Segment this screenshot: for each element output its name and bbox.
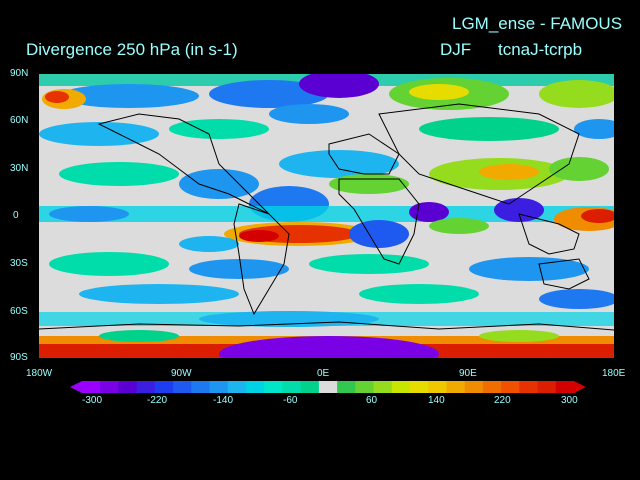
lon-label-90w: 90W	[171, 368, 192, 379]
lon-label-0e: 0E	[317, 368, 330, 379]
colorbar-cell	[519, 381, 539, 393]
colorbar-cell	[410, 381, 429, 393]
lat-label-60n: 60N	[10, 115, 29, 126]
colorbar-label: 300	[561, 395, 578, 406]
colorbar-extend-low	[70, 381, 82, 393]
title-season: DJF	[440, 40, 472, 59]
colorbar-cell	[391, 381, 411, 393]
lat-label-90s: 90S	[10, 352, 28, 363]
lat-label-30n: 30N	[10, 163, 29, 174]
lat-label-60s: 60S	[10, 306, 28, 317]
colorbar-cell	[355, 381, 375, 393]
colorbar	[70, 381, 586, 393]
colorbar-cell	[337, 381, 356, 393]
colorbar-label: -300	[82, 395, 103, 406]
colorbar-label: 140	[428, 395, 445, 406]
colorbar-extend-high	[574, 381, 586, 393]
lon-label-90e: 90E	[459, 368, 477, 379]
divergence-map	[39, 74, 614, 358]
colorbar-label: 60	[366, 395, 378, 406]
lat-label-0: 0	[13, 210, 19, 221]
lon-label-180e: 180E	[602, 368, 626, 379]
lat-label-90n: 90N	[10, 68, 29, 79]
colorbar-cell	[173, 381, 192, 393]
colorbar-cell	[246, 381, 265, 393]
colorbar-label: -60	[283, 395, 298, 406]
colorbar-cell	[154, 381, 174, 393]
colorbar-cell	[209, 381, 229, 393]
colorbar-cell	[282, 381, 302, 393]
colorbar-cell	[136, 381, 156, 393]
colorbar-cell	[118, 381, 138, 393]
colorbar-cell	[82, 381, 101, 393]
field-blobs	[39, 74, 614, 358]
colorbar-cell	[446, 381, 466, 393]
colorbar-cell	[100, 381, 119, 393]
colorbar-label: 220	[494, 395, 511, 406]
title-experiment-name: LGM_ense - FAMOUS	[452, 14, 623, 33]
colorbar-cell	[482, 381, 502, 393]
colorbar-cell	[464, 381, 484, 393]
colorbar-cell	[537, 381, 557, 393]
colorbar-cell	[555, 381, 575, 393]
colorbar-cell	[501, 381, 520, 393]
colorbar-cell	[373, 381, 393, 393]
colorbar-cell	[191, 381, 211, 393]
colorbar-label: -220	[147, 395, 168, 406]
colorbar-label: -140	[213, 395, 234, 406]
title-experiment-id: tcnaJ-tcrpb	[498, 40, 583, 59]
lat-label-30s: 30S	[10, 258, 28, 269]
colorbar-cell	[300, 381, 320, 393]
lon-label-180w: 180W	[26, 368, 53, 379]
title-field: Divergence 250 hPa (in s-1)	[26, 40, 238, 59]
coastlines	[39, 103, 614, 331]
colorbar-cell	[318, 381, 338, 393]
colorbar-cell	[227, 381, 247, 393]
colorbar-cell	[264, 381, 283, 393]
colorbar-cell	[428, 381, 447, 393]
